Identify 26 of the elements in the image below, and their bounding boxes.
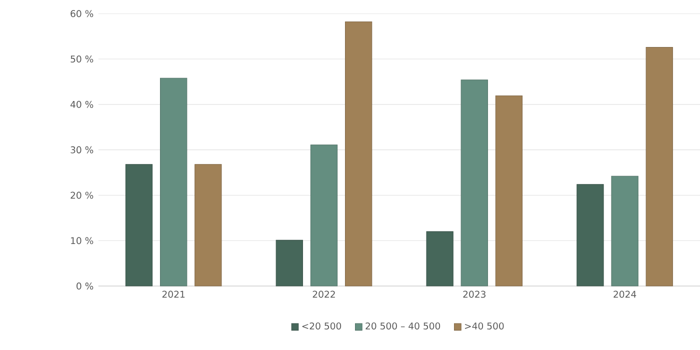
x-tick-label: 2023 (463, 290, 486, 298)
legend-label: 20 500 – 40 500 (366, 322, 440, 330)
bar (310, 144, 338, 286)
y-tick-label: 0 % (76, 282, 94, 290)
bar (646, 46, 673, 286)
bar (611, 176, 638, 286)
legend-label: >40 500 (465, 322, 504, 330)
bar (125, 164, 153, 286)
legend-label: <20 500 (302, 322, 342, 330)
x-tick-label: 2021 (162, 290, 185, 298)
bar (495, 96, 523, 286)
bar (576, 184, 604, 286)
y-tick-label: 40 % (70, 100, 94, 108)
bar (426, 231, 454, 286)
bar (276, 240, 303, 286)
x-tick-label: 2024 (614, 290, 636, 298)
bar (345, 22, 372, 286)
bar (160, 78, 188, 286)
y-tick-label: 20 % (70, 192, 94, 199)
y-tick-label: 60 % (70, 10, 94, 18)
y-tick-label: 50 % (70, 56, 94, 63)
y-tick-label: 30 % (70, 146, 94, 154)
y-tick-label: 10 % (71, 237, 94, 244)
bar (460, 80, 488, 286)
x-tick-label: 2022 (312, 290, 335, 298)
bar (194, 164, 222, 286)
